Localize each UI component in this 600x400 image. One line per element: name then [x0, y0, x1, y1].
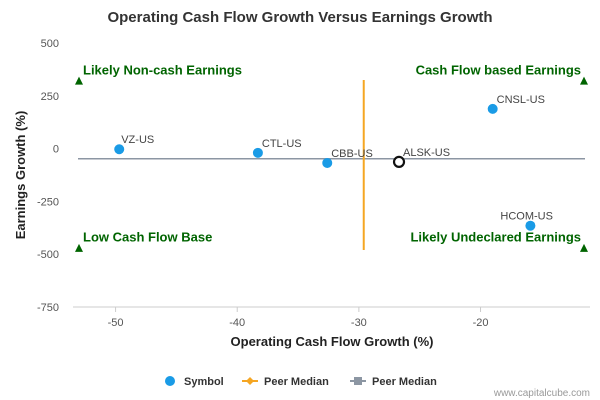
legend-diamond-icon: [246, 377, 254, 385]
data-point-hcom-us: [525, 220, 536, 231]
quadrant-marker-bottom-left-icon: [75, 243, 83, 252]
quadrant-label-bottom-right: Likely Undeclared Earnings: [410, 230, 581, 245]
y-tick-label: -250: [37, 196, 59, 208]
quadrant-marker-top-right-icon: [580, 76, 588, 85]
data-point-ctl-us: [252, 147, 263, 158]
data-point-alsk-us: [392, 155, 406, 169]
legend-square-icon: [354, 377, 362, 385]
data-point-label-hcom-us: HCOM-US: [500, 211, 553, 223]
legend-label: Peer Median: [264, 376, 329, 388]
quadrant-label-bottom-left: Low Cash Flow Base: [83, 230, 212, 245]
quadrant-marker-bottom-right-icon: [580, 243, 588, 252]
credit-text: www.capitalcube.com: [493, 388, 590, 399]
x-tick-label: -50: [108, 317, 124, 329]
y-tick-label: 500: [41, 38, 59, 50]
data-point-cbb-us: [322, 157, 333, 168]
data-point-label-cbb-us: CBB-US: [331, 148, 373, 160]
quadrant-label-top-right: Cash Flow based Earnings: [416, 63, 581, 78]
quadrant-marker-top-left-icon: [75, 76, 83, 85]
y-tick-label: 0: [53, 144, 59, 156]
data-point-cnsl-us: [487, 103, 498, 114]
plot-area: -50 -40 -30 -20 500 250 0 -250 -500 -750 Likely No…: [37, 38, 590, 329]
y-axis-title: Earnings Growth (%): [13, 111, 28, 240]
x-tick-label: -30: [351, 317, 367, 329]
chart-title: Operating Cash Flow Growth Versus Earnin…: [107, 9, 492, 26]
legend: Symbol Peer Median Peer Median: [165, 376, 437, 388]
legend-symbol-circle-icon: [165, 376, 175, 386]
data-point-label-ctl-us: CTL-US: [262, 138, 302, 150]
x-axis-title: Operating Cash Flow Growth (%): [231, 334, 434, 349]
y-tick-label: 250: [41, 91, 59, 103]
legend-label: Peer Median: [372, 376, 437, 388]
quadrant-label-top-left: Likely Non-cash Earnings: [83, 63, 242, 78]
data-point-label-cnsl-us: CNSL-US: [497, 94, 545, 106]
x-tick-label: -20: [473, 317, 489, 329]
legend-label: Symbol: [184, 376, 224, 388]
y-tick-label: -750: [37, 302, 59, 314]
data-point-label-alsk-us: ALSK-US: [403, 147, 450, 159]
y-tick-label: -500: [37, 249, 59, 261]
data-point-label-vz-us: VZ-US: [121, 134, 154, 146]
x-tick-label: -40: [229, 317, 245, 329]
data-point-vz-us: [114, 144, 125, 155]
